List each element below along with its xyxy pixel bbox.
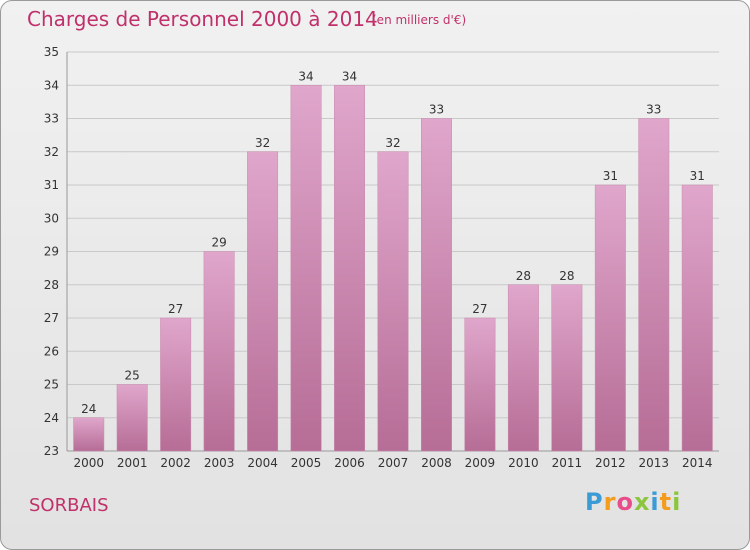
data-label: 31 [603, 169, 618, 183]
data-label: 31 [690, 169, 705, 183]
x-tick-label: 2008 [421, 456, 452, 470]
logo-letter: x [633, 488, 651, 516]
x-tick-label: 2003 [204, 456, 235, 470]
y-tick-label: 30 [44, 211, 59, 225]
bar-2013 [638, 118, 670, 452]
bar-2006 [334, 85, 365, 452]
logo-letter: t [659, 488, 673, 516]
bar-2011 [551, 284, 583, 452]
data-label: 34 [298, 69, 313, 83]
chart-title: Charges de Personnel 2000 à 2014 [27, 7, 378, 31]
y-tick-label: 28 [44, 278, 59, 292]
data-label: 33 [429, 103, 444, 117]
x-tick-label: 2000 [73, 456, 104, 470]
bar-2008 [421, 118, 452, 452]
data-label: 33 [646, 103, 661, 117]
bar-2014 [681, 184, 713, 452]
bar-2000 [73, 417, 105, 452]
x-tick-label: 2001 [117, 456, 148, 470]
x-tick-label: 2007 [378, 456, 409, 470]
bar-2005 [290, 85, 322, 452]
y-tick-label: 25 [44, 378, 59, 392]
x-tick-label: 2014 [682, 456, 713, 470]
data-label: 28 [559, 269, 574, 283]
data-label: 34 [342, 69, 357, 83]
x-tick-label: 2013 [639, 456, 670, 470]
logo-letter: r [603, 488, 617, 516]
y-tick-label: 33 [44, 112, 59, 126]
y-tick-label: 35 [44, 45, 59, 59]
bar-2012 [594, 184, 626, 452]
data-label: 27 [168, 302, 183, 316]
proxiti-logo: Proxiti [585, 488, 681, 516]
data-label: 24 [81, 402, 96, 416]
y-tick-label: 34 [44, 78, 59, 92]
data-label: 32 [255, 136, 270, 150]
y-tick-label: 24 [44, 411, 59, 425]
data-label: 29 [211, 236, 226, 250]
bar-2004 [247, 151, 279, 452]
data-label: 25 [125, 369, 140, 383]
logo-letter: i [650, 488, 660, 516]
x-tick-label: 2002 [160, 456, 191, 470]
chart-subtitle: (en milliers d'€) [372, 13, 467, 27]
data-label: 27 [472, 302, 487, 316]
logo-letter: o [616, 488, 634, 516]
y-tick-label: 27 [44, 311, 59, 325]
x-tick-label: 2012 [595, 456, 626, 470]
y-tick-label: 31 [44, 178, 59, 192]
y-tick-label: 32 [44, 145, 59, 159]
logo-letter: P [585, 488, 604, 516]
municipality-name: SORBAIS [29, 495, 109, 516]
bar-2001 [116, 384, 148, 452]
x-tick-label: 2006 [334, 456, 365, 470]
bar-2010 [507, 284, 539, 452]
bar-2009 [464, 317, 496, 452]
x-tick-label: 2004 [247, 456, 278, 470]
x-tick-label: 2005 [291, 456, 322, 470]
x-tick-label: 2009 [465, 456, 496, 470]
data-label: 28 [516, 269, 531, 283]
y-tick-label: 23 [44, 444, 59, 458]
x-tick-label: 2011 [552, 456, 583, 470]
bar-2003 [203, 251, 235, 452]
bar-2007 [377, 151, 409, 452]
data-label: 32 [385, 136, 400, 150]
logo-letter: i [672, 488, 682, 516]
x-tick-label: 2010 [508, 456, 539, 470]
bar-2002 [160, 317, 192, 452]
y-tick-label: 29 [44, 245, 59, 259]
y-tick-label: 26 [44, 344, 59, 358]
